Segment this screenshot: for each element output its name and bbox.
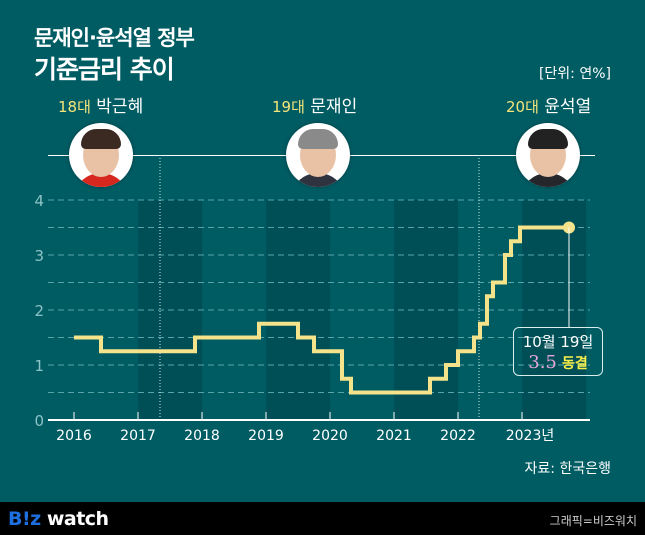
svg-text:2021: 2021 [376,428,412,444]
callout-status: 동결 [561,356,588,372]
source-label: 자료: 한국은행 [524,461,611,477]
graphic-credit: 그래픽=비즈워치 [549,514,637,528]
svg-text:3: 3 [34,247,44,265]
svg-text:2022: 2022 [440,428,476,444]
svg-text:2: 2 [34,302,44,320]
svg-text:2016: 2016 [56,428,92,444]
portrait-park [69,123,133,187]
svg-text:4: 4 [34,192,44,210]
svg-text:2020: 2020 [312,428,348,444]
president-label-yoon: 20대 윤석열 [506,97,592,117]
portrait-moon [286,123,350,187]
footer-bar: B!z watch 그래픽=비즈워치 [0,502,645,535]
svg-text:0: 0 [34,412,44,430]
rate-chart: 4 3 2 1 0 2016 2017 2018 2019 2020 2021 202… [34,155,590,444]
svg-text:2017: 2017 [120,428,156,444]
president-label-park: 18대 박근혜 [58,97,144,117]
svg-text:1: 1 [34,357,44,375]
svg-text:2023년: 2023년 [506,428,555,444]
portrait-yoon [516,123,580,187]
unit-label: [단위: 연%] [538,66,611,82]
callout-date: 10월 19일 [522,333,594,351]
svg-text:2019: 2019 [248,428,284,444]
title-line2: 기준금리 추이 [34,55,175,84]
title-line1: 문재인·윤석열 정부 [34,26,195,50]
callout-value: 3.5 [528,352,557,373]
president-label-moon: 19대 문재인 [272,97,358,117]
svg-text:2018: 2018 [184,428,220,444]
bizwatch-logo: B!z watch [8,508,109,530]
rate-callout: 10월 19일 3.5 동결 [513,327,603,376]
